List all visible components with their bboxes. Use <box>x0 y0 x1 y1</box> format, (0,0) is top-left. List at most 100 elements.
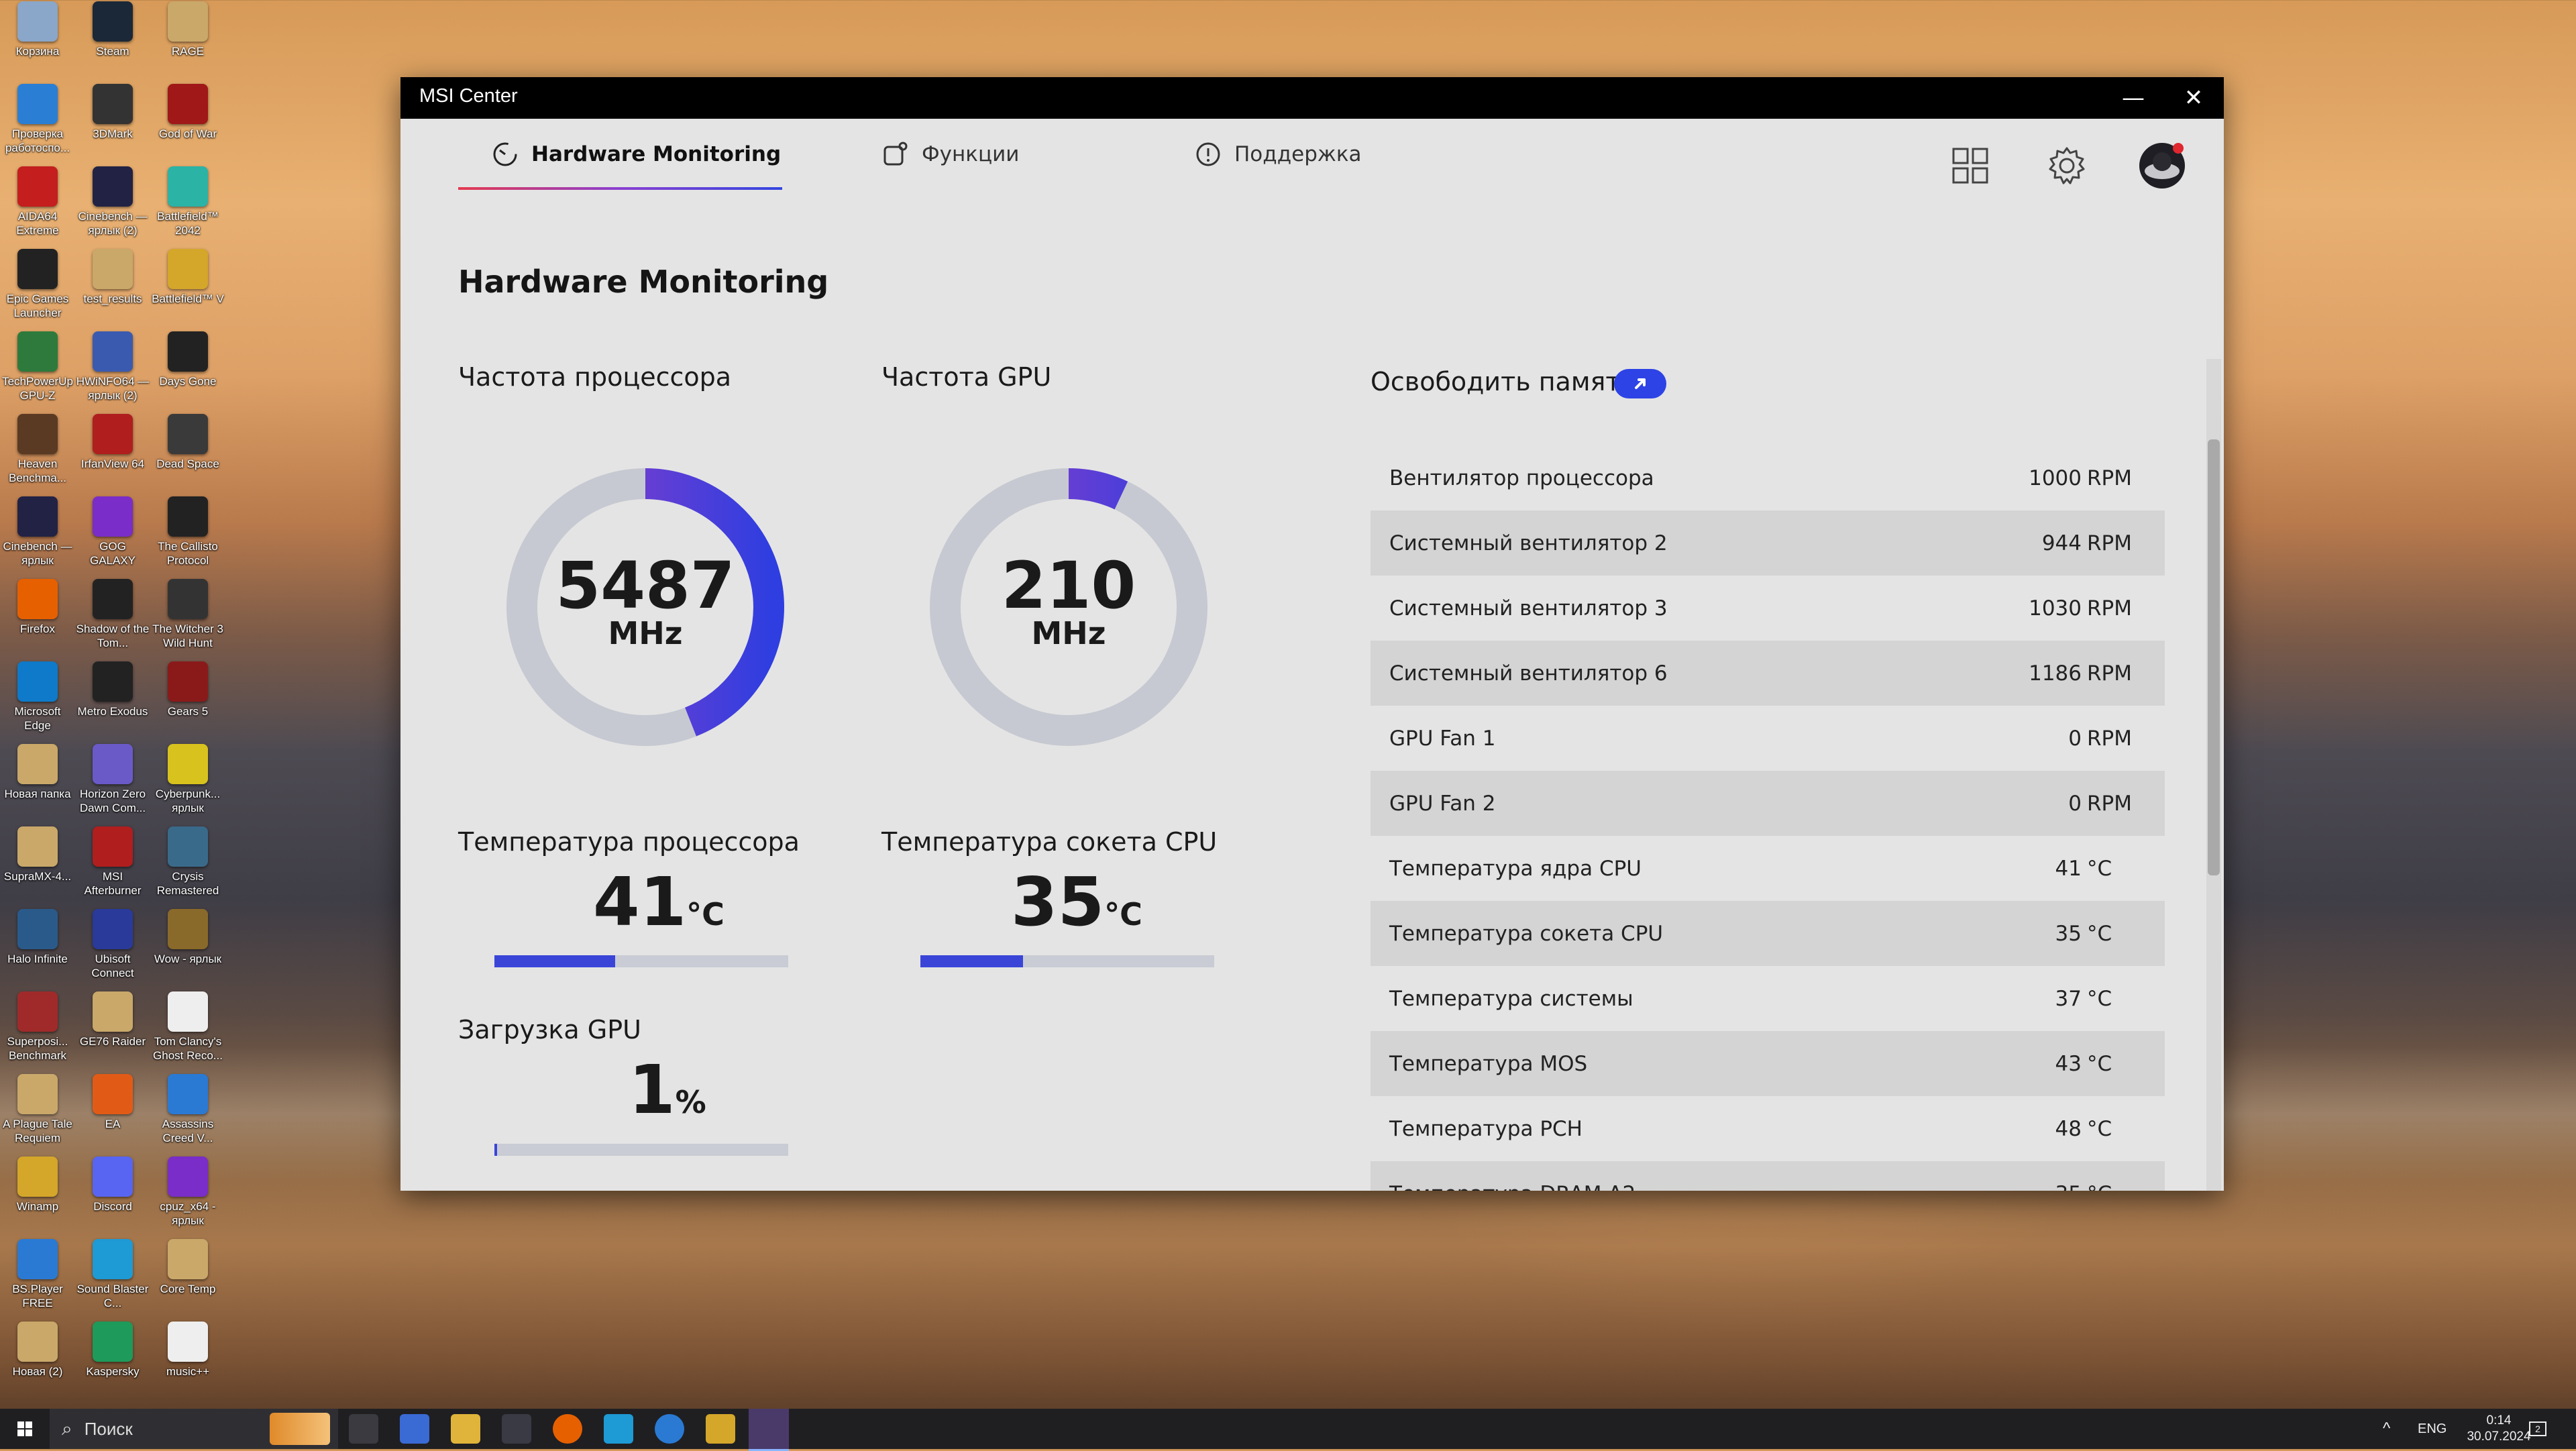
start-button[interactable] <box>9 1414 40 1444</box>
sensor-name: Температура PCH <box>1389 1116 1582 1141</box>
desktop-icon[interactable]: Heaven Benchma... <box>0 413 75 494</box>
grid-view-icon[interactable] <box>1943 139 1997 193</box>
desktop-icons: Корзина Steam RAGE Проверка работоспо... 3DM… <box>0 0 241 1409</box>
desktop-icon[interactable]: GE76 Raider <box>75 990 150 1072</box>
desktop-icon[interactable]: IrfanView 64 <box>75 413 150 494</box>
desktop-icon[interactable]: The Callisto Protocol <box>150 495 225 577</box>
sensor-row: Вентилятор процессора 1000 RPM <box>1371 445 2165 510</box>
settings-gear-icon[interactable] <box>2040 139 2094 193</box>
desktop-app-icon <box>168 1239 208 1279</box>
sensor-list-scrollbar[interactable] <box>2206 359 2221 1191</box>
scrollbar-thumb[interactable] <box>2208 439 2220 875</box>
clock[interactable]: 0:14 30.07.2024 <box>2455 1409 2542 1449</box>
sensor-row: Температура сокета CPU 35 °C <box>1371 901 2165 966</box>
desktop-icon[interactable]: Superposi... Benchmark <box>0 990 75 1072</box>
tab-functions[interactable]: Функции <box>881 138 1019 171</box>
desktop-icon[interactable]: AIDA64 Extreme <box>0 165 75 247</box>
desktop-icon[interactable]: Tom Clancy's Ghost Reco... <box>150 990 225 1072</box>
desktop-icon[interactable]: The Witcher 3 Wild Hunt <box>150 578 225 659</box>
desktop-icon[interactable]: Halo Infinite <box>0 908 75 989</box>
desktop-icon[interactable]: HWiNFO64 — ярлык (2) <box>75 330 150 412</box>
calculator-icon[interactable] <box>400 1414 429 1444</box>
desktop-app-icon <box>17 84 58 124</box>
notification-center-icon[interactable]: 2 <box>2529 1409 2546 1449</box>
desktop-icon[interactable]: Days Gone <box>150 330 225 412</box>
task-view-icon[interactable] <box>349 1414 378 1444</box>
desktop-icon[interactable]: Kaspersky <box>75 1320 150 1402</box>
cpu-temp-value: 41 <box>593 863 687 941</box>
minimize-button[interactable]: — <box>2122 85 2145 111</box>
desktop-icon-label: GOG GALAXY <box>89 540 136 567</box>
desktop-icon[interactable]: Cinebench — ярлык <box>0 495 75 577</box>
desktop-icon[interactable]: Microsoft Edge <box>0 660 75 742</box>
bsplayer-taskbar-icon[interactable] <box>655 1414 684 1444</box>
desktop-icon[interactable]: Battlefield™ 2042 <box>150 165 225 247</box>
desktop-icon[interactable]: Crysis Remastered <box>150 825 225 907</box>
sensor-value: 1186 <box>2029 661 2082 686</box>
desktop-icon[interactable]: Metro Exodus <box>75 660 150 742</box>
desktop-icon[interactable]: Winamp <box>0 1155 75 1237</box>
desktop-icon[interactable]: RAGE <box>150 0 225 82</box>
close-button[interactable]: ✕ <box>2184 85 2204 111</box>
desktop-app-icon <box>168 1157 208 1197</box>
desktop-icon[interactable]: MSI Afterburner <box>75 825 150 907</box>
desktop-icon[interactable]: 3DMark <box>75 83 150 164</box>
sound-blaster-taskbar-icon[interactable] <box>604 1414 633 1444</box>
desktop-icon[interactable]: Новая (2) <box>0 1320 75 1402</box>
sensor-unit: °C <box>2087 1051 2112 1076</box>
desktop-app-icon <box>168 166 208 207</box>
tray-expand-icon[interactable]: ^ <box>2383 1419 2391 1438</box>
desktop-icon[interactable]: Firefox <box>0 578 75 659</box>
tab-support[interactable]: Поддержка <box>1194 138 1362 171</box>
desktop-icon[interactable]: Epic Games Launcher <box>0 248 75 329</box>
tab-hardware-monitoring[interactable]: Hardware Monitoring <box>491 138 781 171</box>
desktop-app-icon <box>17 496 58 537</box>
desktop-icon[interactable]: SupraMX-4... <box>0 825 75 907</box>
free-memory-button[interactable] <box>1614 369 1666 398</box>
desktop-icon[interactable]: Core Temp <box>150 1238 225 1320</box>
desktop-icon[interactable]: Проверка работоспо... <box>0 83 75 164</box>
desktop-app-icon <box>17 991 58 1032</box>
desktop-icon-label: Superposi... Benchmark <box>7 1035 68 1062</box>
desktop-app-icon <box>168 991 208 1032</box>
winamp-taskbar-icon[interactable] <box>706 1414 735 1444</box>
desktop-icon[interactable]: Cinebench — ярлык (2) <box>75 165 150 247</box>
desktop-icon[interactable]: Steam <box>75 0 150 82</box>
desktop-icon[interactable]: EA <box>75 1073 150 1154</box>
firefox-taskbar-icon[interactable] <box>553 1414 582 1444</box>
title-bar[interactable]: MSI Center — ✕ <box>400 77 2224 119</box>
user-avatar[interactable] <box>2135 139 2189 193</box>
desktop-icon-label: Epic Games Launcher <box>6 292 69 319</box>
desktop-icon[interactable]: BS.Player FREE <box>0 1238 75 1320</box>
steam-taskbar-icon[interactable] <box>502 1414 531 1444</box>
desktop-icon[interactable]: Battlefield™ V <box>150 248 225 329</box>
msi-center-taskbar-icon[interactable] <box>749 1409 789 1451</box>
desktop-icon[interactable]: music++ <box>150 1320 225 1402</box>
desktop-icon[interactable]: Discord <box>75 1155 150 1237</box>
desktop-icon[interactable]: Gears 5 <box>150 660 225 742</box>
desktop-app-icon <box>93 414 133 454</box>
desktop-icon[interactable]: Ubisoft Connect <box>75 908 150 989</box>
desktop-icon[interactable]: Cyberpunk... ярлык <box>150 743 225 824</box>
taskbar-search[interactable]: ⌕ Поиск <box>50 1409 338 1449</box>
cpu-socket-temp-bar-fill <box>920 955 1024 967</box>
desktop-icon[interactable]: Assassins Creed V... <box>150 1073 225 1154</box>
desktop-icon[interactable]: GOG GALAXY <box>75 495 150 577</box>
language-indicator[interactable]: ENG <box>2418 1421 2447 1436</box>
desktop-icon[interactable]: test_results <box>75 248 150 329</box>
desktop-icon[interactable]: Horizon Zero Dawn Com... <box>75 743 150 824</box>
desktop-icon[interactable]: cpuz_x64 - ярлык <box>150 1155 225 1237</box>
desktop-icon[interactable]: Shadow of the Tom... <box>75 578 150 659</box>
desktop-icon[interactable]: TechPowerUp GPU-Z <box>0 330 75 412</box>
desktop-icon[interactable]: Dead Space <box>150 413 225 494</box>
desktop-icon[interactable]: Новая папка <box>0 743 75 824</box>
desktop-icon[interactable]: Wow - ярлык <box>150 908 225 989</box>
gpu-load-bar-fill <box>494 1144 498 1156</box>
desktop-app-icon <box>168 826 208 867</box>
desktop-icon[interactable]: Корзина <box>0 0 75 82</box>
desktop-icon[interactable]: A Plague Tale Requiem <box>0 1073 75 1154</box>
desktop-icon[interactable]: Sound Blaster C... <box>75 1238 150 1320</box>
file-explorer-icon[interactable] <box>451 1414 480 1444</box>
desktop-app-icon <box>93 166 133 207</box>
desktop-icon[interactable]: God of War <box>150 83 225 164</box>
